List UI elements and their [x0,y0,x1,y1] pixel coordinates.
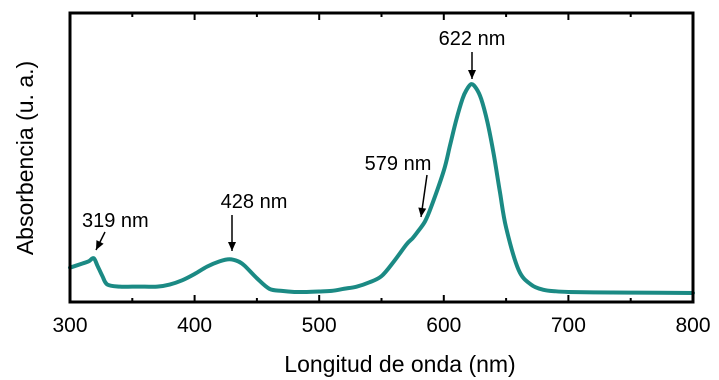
peak-label-319-nm: 319 nm [82,210,149,232]
peak-arrowhead-579-nm [418,207,427,217]
x-tick-label-400: 400 [177,314,212,337]
x-tick-label-700: 700 [551,314,586,337]
x-tick-label-500: 500 [302,314,337,337]
peak-arrowhead-622-nm [468,70,476,79]
x-tick-label-300: 300 [52,314,87,337]
x-axis-title: Longitud de onda (nm) [284,351,515,377]
peak-label-428-nm: 428 nm [221,191,288,213]
y-axis-title: Absorbencia (u. a.) [12,61,38,255]
peak-annotations: 319 nm 428 nm 579 nm 622 nm [82,28,505,251]
x-tick-label-600: 600 [426,314,461,337]
x-tick-labels: 300 400 500 600 700 800 [52,314,710,337]
peak-arrowhead-319-nm [96,240,104,250]
peak-arrowhead-428-nm [228,242,236,251]
plot-frame [68,11,695,304]
x-tick-label-800: 800 [675,314,710,337]
peak-label-622-nm: 622 nm [439,28,506,50]
absorbance-spectrum-line [68,82,695,295]
peak-label-579-nm: 579 nm [365,153,432,175]
